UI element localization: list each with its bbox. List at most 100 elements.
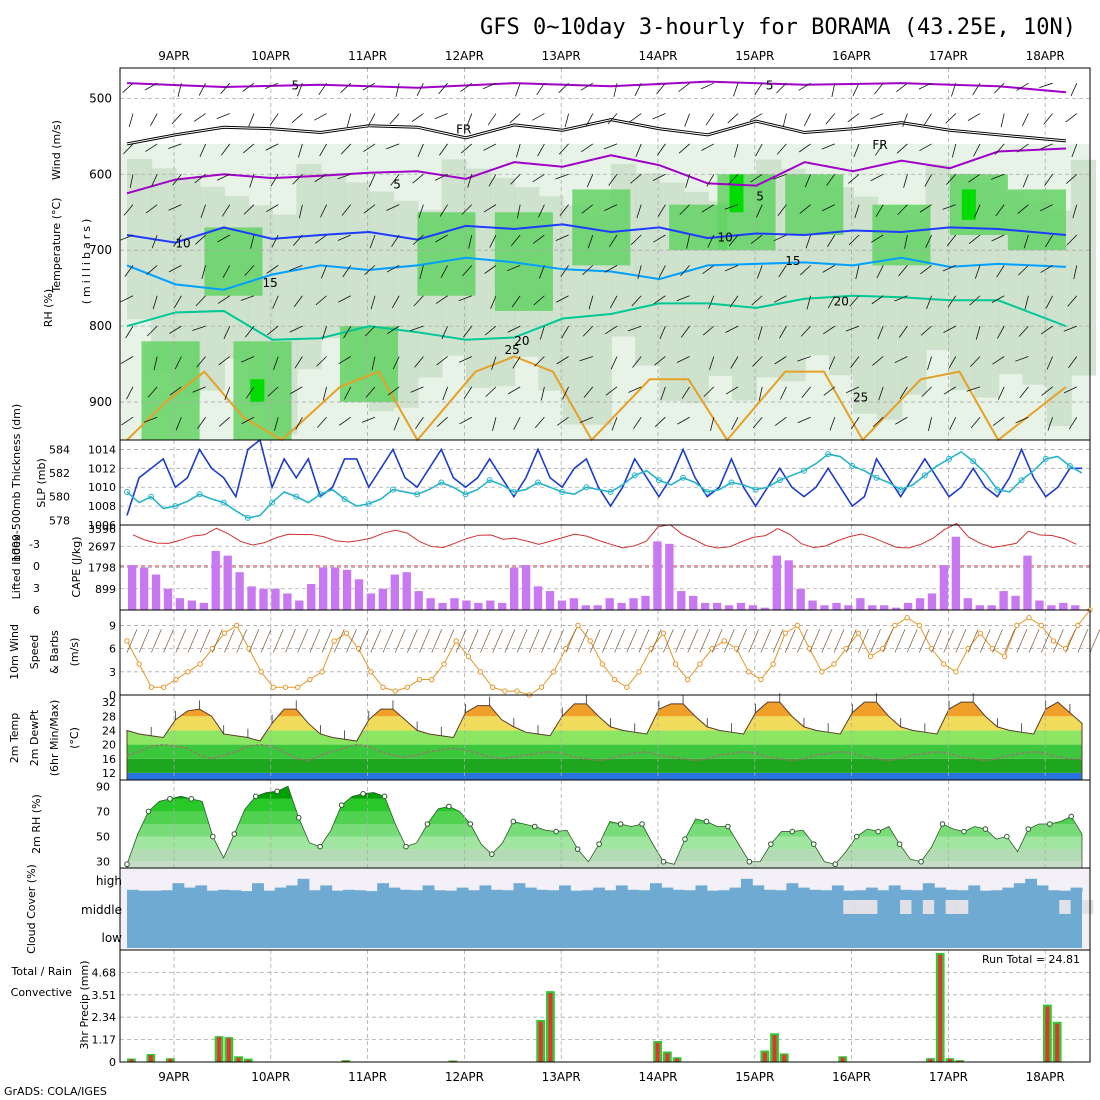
cloud-high-bar [593,887,605,892]
wind-barb [827,234,836,248]
wind-barb [361,416,376,423]
wind-barb-10m [236,629,248,653]
bottom-date-label: 9APR [158,1070,189,1084]
wind-barb [245,325,255,338]
wind-speed-marker [867,653,874,660]
cloud-high-bar [956,890,969,892]
cape-bar [1023,555,1032,610]
wind-barb [608,174,618,186]
temp-axis-label: 2m Temp [8,713,21,764]
cloud-high-bar [399,889,412,892]
wind-barb [1015,356,1029,362]
cloud-high-bar [922,883,935,892]
thickness-marker [655,477,662,484]
precip-conv-bar [217,1037,222,1062]
cloud-mid-low-fill [127,892,1082,948]
wind-barb [855,265,860,280]
isotherm-label: 5 [766,79,774,93]
cloud-high-bar [331,890,344,892]
rh-shade-green [1007,189,1066,251]
wind-barb [773,234,787,242]
cape-tick-label: 2697 [88,540,116,553]
wind-barb [725,325,739,333]
wind-barb [533,295,545,306]
wind-barb [126,386,134,400]
series-line-slp [126,438,1082,516]
wind-barb [659,325,666,340]
wind-barb [774,416,787,426]
wind-speed-marker [745,669,752,675]
rh-tick-label: 50 [96,831,110,844]
wind-speed-marker [124,638,130,644]
wind-barb [341,204,352,216]
wind-barb-10m [589,629,601,653]
wind-barb [878,386,884,401]
rh-tick-label: 30 [96,856,110,869]
wind-barb [555,234,569,242]
wind-barb-10m [333,629,345,653]
wind-speed-marker [234,622,240,629]
isotherm-label: 25 [853,391,868,405]
wind-barb-10m [992,629,1003,653]
thickness-marker [124,488,130,495]
wind-barb [727,113,739,124]
wind-barb [774,356,787,365]
thickness-tick-label: 580 [49,491,70,504]
wind-barb [289,325,303,333]
wind-barb [145,143,158,152]
wind-barb [218,356,231,366]
cape-bar [366,593,376,610]
wind-barb [274,417,279,431]
cloud-high-bar [740,878,753,892]
cape-bar [319,567,328,610]
wind-barb-10m [187,629,199,653]
precip-tick-label: 4.68 [92,966,117,979]
cloud-high-bar [661,887,674,892]
wind-barb [267,325,279,336]
wind-barb-10m [516,629,528,653]
wind-barb [1044,234,1053,248]
wind-barb [724,204,739,210]
wind-barb [124,265,134,277]
cape-bar [903,602,913,610]
wind-barb [637,265,642,280]
wind-barb [483,204,497,213]
wind-barb [416,83,424,96]
wind-barb [485,386,497,397]
top-date-label: 11APR [348,49,387,63]
rh-marker [531,823,538,830]
wind-speed-marker [429,676,435,683]
wind-barb [604,204,618,211]
wind-barb [1070,83,1078,97]
wind-barb [605,386,618,396]
wind-speed-marker [599,661,606,667]
wind-speed-marker [404,684,411,690]
wind-barb [482,82,497,90]
thickness-marker [776,477,783,484]
thickness-tick-label: 582 [49,467,70,480]
wind-barb-10m [370,629,382,653]
precip-conv-bar [226,1038,231,1062]
cape-top-label: 3596 [88,523,116,536]
wind-barb-10m [797,629,808,653]
wind-barb [269,113,279,126]
thickness-marker [897,486,904,493]
wind-barb [927,356,932,370]
cape-bar [975,605,984,610]
li-tick-label: -3 [29,538,40,551]
wind-barb [390,174,400,186]
li-tick-label: 3 [33,582,40,595]
wind-barb [804,174,811,188]
wind-barb [250,234,255,249]
wind-barb [925,234,932,248]
cape-bar [450,598,459,610]
wind-barb [385,143,400,150]
wind-barb [510,174,521,185]
wind-speed-marker [319,669,325,675]
thickness-marker [1066,462,1073,469]
wind-barb [609,295,618,309]
wind-barb [701,143,714,151]
ylabel-temperature: Temperature (°C) [50,198,63,294]
cloud-high-bar [365,891,378,892]
